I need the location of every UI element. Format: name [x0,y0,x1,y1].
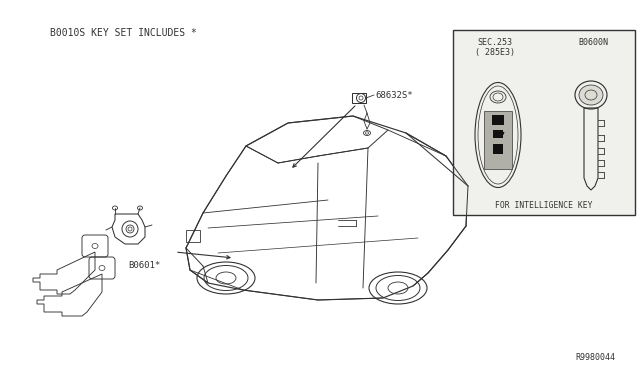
Text: R9980044: R9980044 [575,353,615,362]
Bar [186,230,200,242]
Text: B0010S KEY SET INCLUDES *: B0010S KEY SET INCLUDES * [50,28,197,38]
Text: FOR INTELLIGENCE KEY: FOR INTELLIGENCE KEY [495,201,593,209]
Bar [493,130,503,138]
Bar [493,144,503,154]
Text: B0600N: B0600N [578,38,608,47]
Text: B0601*: B0601* [128,260,160,269]
Text: ( 285E3): ( 285E3) [475,48,515,57]
Bar [492,115,504,125]
Bar [453,30,635,215]
Bar [484,111,512,169]
Ellipse shape [579,85,603,105]
Text: SEC.253: SEC.253 [477,38,513,47]
Text: 68632S*: 68632S* [375,90,413,99]
